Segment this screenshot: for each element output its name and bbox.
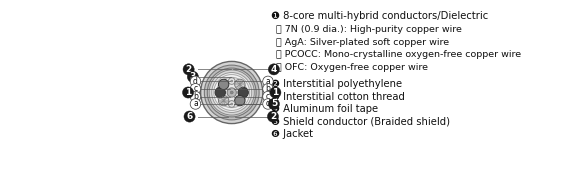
Text: ❺ Shield conductor (Braided shield): ❺ Shield conductor (Braided shield) [271,117,450,127]
Circle shape [227,88,237,97]
Circle shape [229,101,235,107]
Circle shape [231,80,233,82]
Text: d: d [266,100,270,108]
Text: ❷ Interstitial polyethylene: ❷ Interstitial polyethylene [271,79,402,89]
Circle shape [207,68,256,117]
Text: 5: 5 [271,100,277,108]
Circle shape [235,95,245,106]
Circle shape [204,65,259,120]
Text: 3: 3 [190,72,196,81]
Text: 1: 1 [185,88,191,97]
Text: ❸ Interstitial cotton thread: ❸ Interstitial cotton thread [271,92,404,102]
Text: ⓒ PCOCC: Mono-crystalline oxygen-free copper wire: ⓒ PCOCC: Mono-crystalline oxygen-free co… [276,50,521,59]
Text: b: b [193,92,198,101]
Circle shape [238,87,248,98]
Text: ❻ Jacket: ❻ Jacket [271,130,313,139]
Text: a: a [193,100,198,108]
Circle shape [209,70,254,115]
Text: 2: 2 [186,65,192,74]
Circle shape [230,91,233,94]
Text: ⓓ OFC: Oxygen-free copper wire: ⓓ OFC: Oxygen-free copper wire [276,63,428,72]
Circle shape [214,75,249,110]
Circle shape [212,73,252,112]
Text: c: c [266,92,270,101]
Circle shape [231,103,233,105]
Text: d: d [193,77,198,86]
Text: ❶ 8-core multi-hybrid conductors/Dielectric: ❶ 8-core multi-hybrid conductors/Dielect… [271,11,488,21]
Text: c: c [193,84,198,93]
Circle shape [215,87,226,98]
Text: 1: 1 [272,88,278,97]
Text: 6: 6 [186,112,193,121]
Circle shape [229,78,235,84]
Text: b: b [266,84,270,93]
Circle shape [235,79,245,90]
Circle shape [216,77,247,108]
Circle shape [201,61,263,124]
Text: ⓑ AgA: Silver-plated soft copper wire: ⓑ AgA: Silver-plated soft copper wire [276,38,450,47]
Text: 2: 2 [270,112,276,121]
Text: ❹ Aluminum foil tape: ❹ Aluminum foil tape [271,104,378,114]
Text: a: a [266,77,270,86]
Circle shape [219,95,229,106]
Text: ⓐ 7N (0.9 dia.): High-purity copper wire: ⓐ 7N (0.9 dia.): High-purity copper wire [276,25,462,34]
Circle shape [219,79,229,90]
Text: 4: 4 [271,65,277,74]
